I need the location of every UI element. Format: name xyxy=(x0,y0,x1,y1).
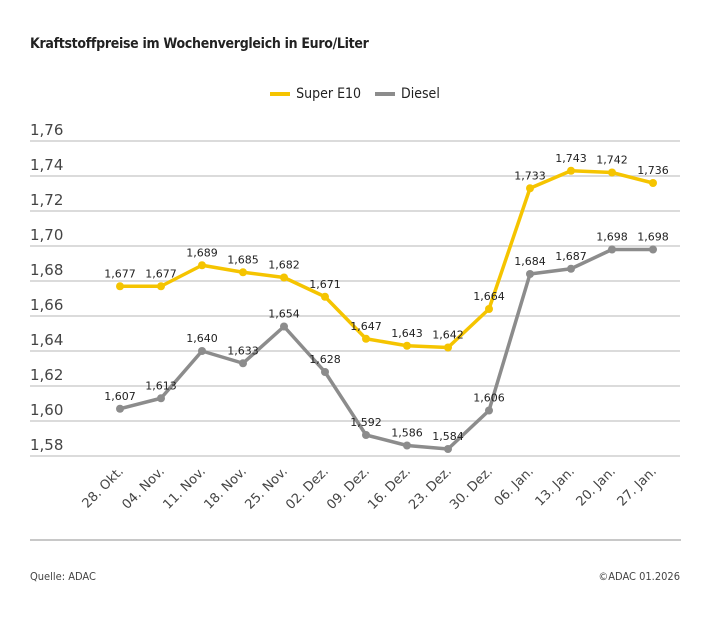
x-tick-label: 27. Jan. xyxy=(615,464,660,509)
data-label: 1,584 xyxy=(432,430,464,443)
data-point xyxy=(567,166,575,175)
data-point xyxy=(485,305,493,313)
series-line-super-e10 xyxy=(120,169,654,350)
data-label: 1,628 xyxy=(309,353,341,366)
data-point xyxy=(116,404,124,413)
data-point xyxy=(649,245,657,254)
data-label: 1,654 xyxy=(268,308,300,321)
source-note: Quelle: ADAC xyxy=(30,570,96,583)
data-label: 1,606 xyxy=(473,392,505,405)
data-point xyxy=(321,292,329,301)
data-label: 1,643 xyxy=(391,327,423,340)
data-point xyxy=(280,273,288,282)
data-label: 1,742 xyxy=(596,154,628,167)
y-tick-label: 1,64 xyxy=(30,331,63,349)
data-label: 1,592 xyxy=(350,416,382,429)
legend-label: Diesel xyxy=(401,86,440,102)
data-point xyxy=(198,347,206,355)
x-tick-label: 11. Nov. xyxy=(161,464,209,512)
data-point xyxy=(608,245,616,254)
y-tick-label: 1,70 xyxy=(30,226,63,244)
data-point xyxy=(280,322,288,331)
chart-title: Kraftstoffpreise im Wochenvergleich in E… xyxy=(30,36,369,52)
divider xyxy=(30,539,681,541)
x-tick-label: 23. Dez. xyxy=(406,464,455,513)
legend: Super E10 Diesel xyxy=(0,86,710,102)
data-label: 1,684 xyxy=(514,255,546,268)
y-tick-label: 1,62 xyxy=(30,366,63,384)
y-tick-label: 1,74 xyxy=(30,156,63,174)
data-point xyxy=(444,445,452,453)
data-point xyxy=(649,179,657,187)
x-tick-label: 30. Dez. xyxy=(447,464,496,513)
data-point xyxy=(362,334,370,343)
x-tick-label: 02. Dez. xyxy=(283,464,332,513)
x-tick-label: 20. Jan. xyxy=(574,464,619,509)
legend-swatch-super-e10 xyxy=(270,92,291,96)
data-point xyxy=(362,431,370,439)
data-label: 1,733 xyxy=(514,169,546,182)
data-label: 1,736 xyxy=(637,164,669,177)
data-point xyxy=(444,343,452,352)
x-tick-label: 13. Jan. xyxy=(533,464,578,509)
data-point xyxy=(567,264,575,273)
data-label: 1,698 xyxy=(637,231,669,244)
legend-item-super-e10: Super E10 xyxy=(270,86,361,102)
data-point xyxy=(485,406,493,415)
data-label: 1,586 xyxy=(391,427,423,440)
legend-item-diesel: Diesel xyxy=(375,86,440,102)
x-tick-label: 28. Okt. xyxy=(80,464,127,511)
data-point xyxy=(239,268,247,277)
data-point xyxy=(157,394,165,403)
legend-swatch-diesel xyxy=(375,92,396,96)
data-label: 1,682 xyxy=(268,259,300,272)
data-label: 1,743 xyxy=(555,152,587,165)
data-label: 1,647 xyxy=(350,320,382,333)
y-tick-label: 1,58 xyxy=(30,436,63,454)
series-line-diesel xyxy=(119,247,653,451)
y-tick-label: 1,66 xyxy=(30,296,63,314)
data-point xyxy=(526,270,534,278)
legend-label: Super E10 xyxy=(296,86,362,102)
x-tick-label: 16. Dez. xyxy=(365,464,414,513)
data-label: 1,642 xyxy=(432,329,464,342)
y-tick-label: 1,68 xyxy=(30,261,63,279)
data-label: 1,677 xyxy=(145,267,177,280)
x-tick-label: 06. Jan. xyxy=(492,464,537,509)
data-label: 1,698 xyxy=(596,231,628,244)
data-point xyxy=(608,168,616,177)
data-point xyxy=(157,282,165,291)
data-label: 1,607 xyxy=(104,390,136,403)
x-tick-label: 04. Nov. xyxy=(120,464,168,512)
data-label: 1,687 xyxy=(555,250,587,263)
y-tick-label: 1,60 xyxy=(30,401,63,419)
data-label: 1,613 xyxy=(145,379,177,392)
data-point xyxy=(239,359,247,368)
data-point xyxy=(403,341,411,350)
x-tick-label: 09. Dez. xyxy=(324,464,373,513)
data-point xyxy=(198,261,206,270)
data-point xyxy=(116,282,124,291)
x-tick-label: 18. Nov. xyxy=(202,464,250,512)
data-point xyxy=(526,184,534,193)
copyright-note: ©ADAC 01.2026 xyxy=(598,570,680,583)
data-label: 1,677 xyxy=(104,267,136,280)
data-label: 1,633 xyxy=(227,344,259,357)
data-label: 1,640 xyxy=(186,332,218,345)
data-label: 1,685 xyxy=(227,253,259,266)
data-label: 1,689 xyxy=(186,246,218,259)
y-tick-label: 1,72 xyxy=(30,191,63,209)
y-tick-label: 1,76 xyxy=(30,121,63,139)
x-tick-label: 25. Nov. xyxy=(243,464,291,512)
data-point xyxy=(321,368,329,376)
data-point xyxy=(403,441,411,450)
data-label: 1,664 xyxy=(473,290,505,303)
data-label: 1,671 xyxy=(309,278,341,291)
